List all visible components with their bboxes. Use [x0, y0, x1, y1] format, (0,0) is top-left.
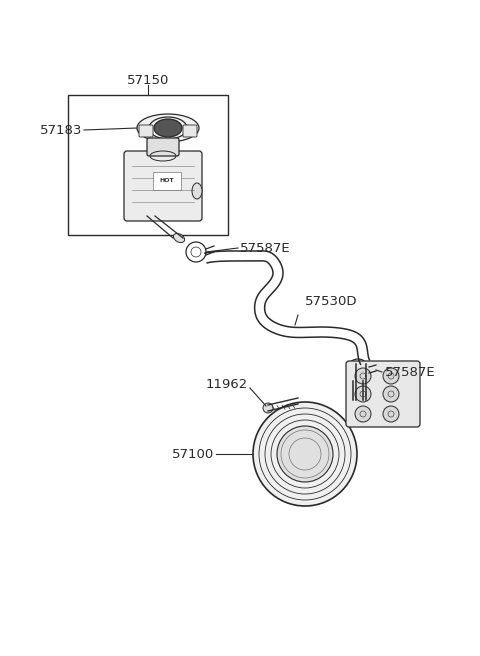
Circle shape	[277, 426, 333, 482]
Circle shape	[383, 386, 399, 402]
FancyBboxPatch shape	[147, 138, 179, 156]
Text: HOT: HOT	[160, 178, 174, 184]
Text: 57587E: 57587E	[240, 241, 290, 255]
Circle shape	[263, 403, 273, 413]
Circle shape	[355, 368, 371, 384]
Text: 57530D: 57530D	[305, 295, 358, 308]
Circle shape	[383, 406, 399, 422]
FancyBboxPatch shape	[124, 151, 202, 221]
Bar	[68, 95, 228, 235]
Ellipse shape	[173, 234, 185, 243]
Ellipse shape	[154, 119, 182, 137]
Circle shape	[355, 386, 371, 402]
Text: 57100: 57100	[172, 447, 214, 461]
Circle shape	[253, 402, 357, 506]
Text: 57587E: 57587E	[385, 365, 436, 379]
Text: 57150: 57150	[127, 74, 169, 87]
FancyBboxPatch shape	[346, 361, 420, 427]
FancyBboxPatch shape	[139, 125, 153, 137]
FancyBboxPatch shape	[183, 125, 197, 137]
Circle shape	[383, 368, 399, 384]
Ellipse shape	[137, 114, 199, 142]
Text: 57183: 57183	[40, 123, 82, 136]
Circle shape	[355, 406, 371, 422]
Text: 11962: 11962	[206, 379, 248, 392]
Ellipse shape	[192, 183, 202, 199]
